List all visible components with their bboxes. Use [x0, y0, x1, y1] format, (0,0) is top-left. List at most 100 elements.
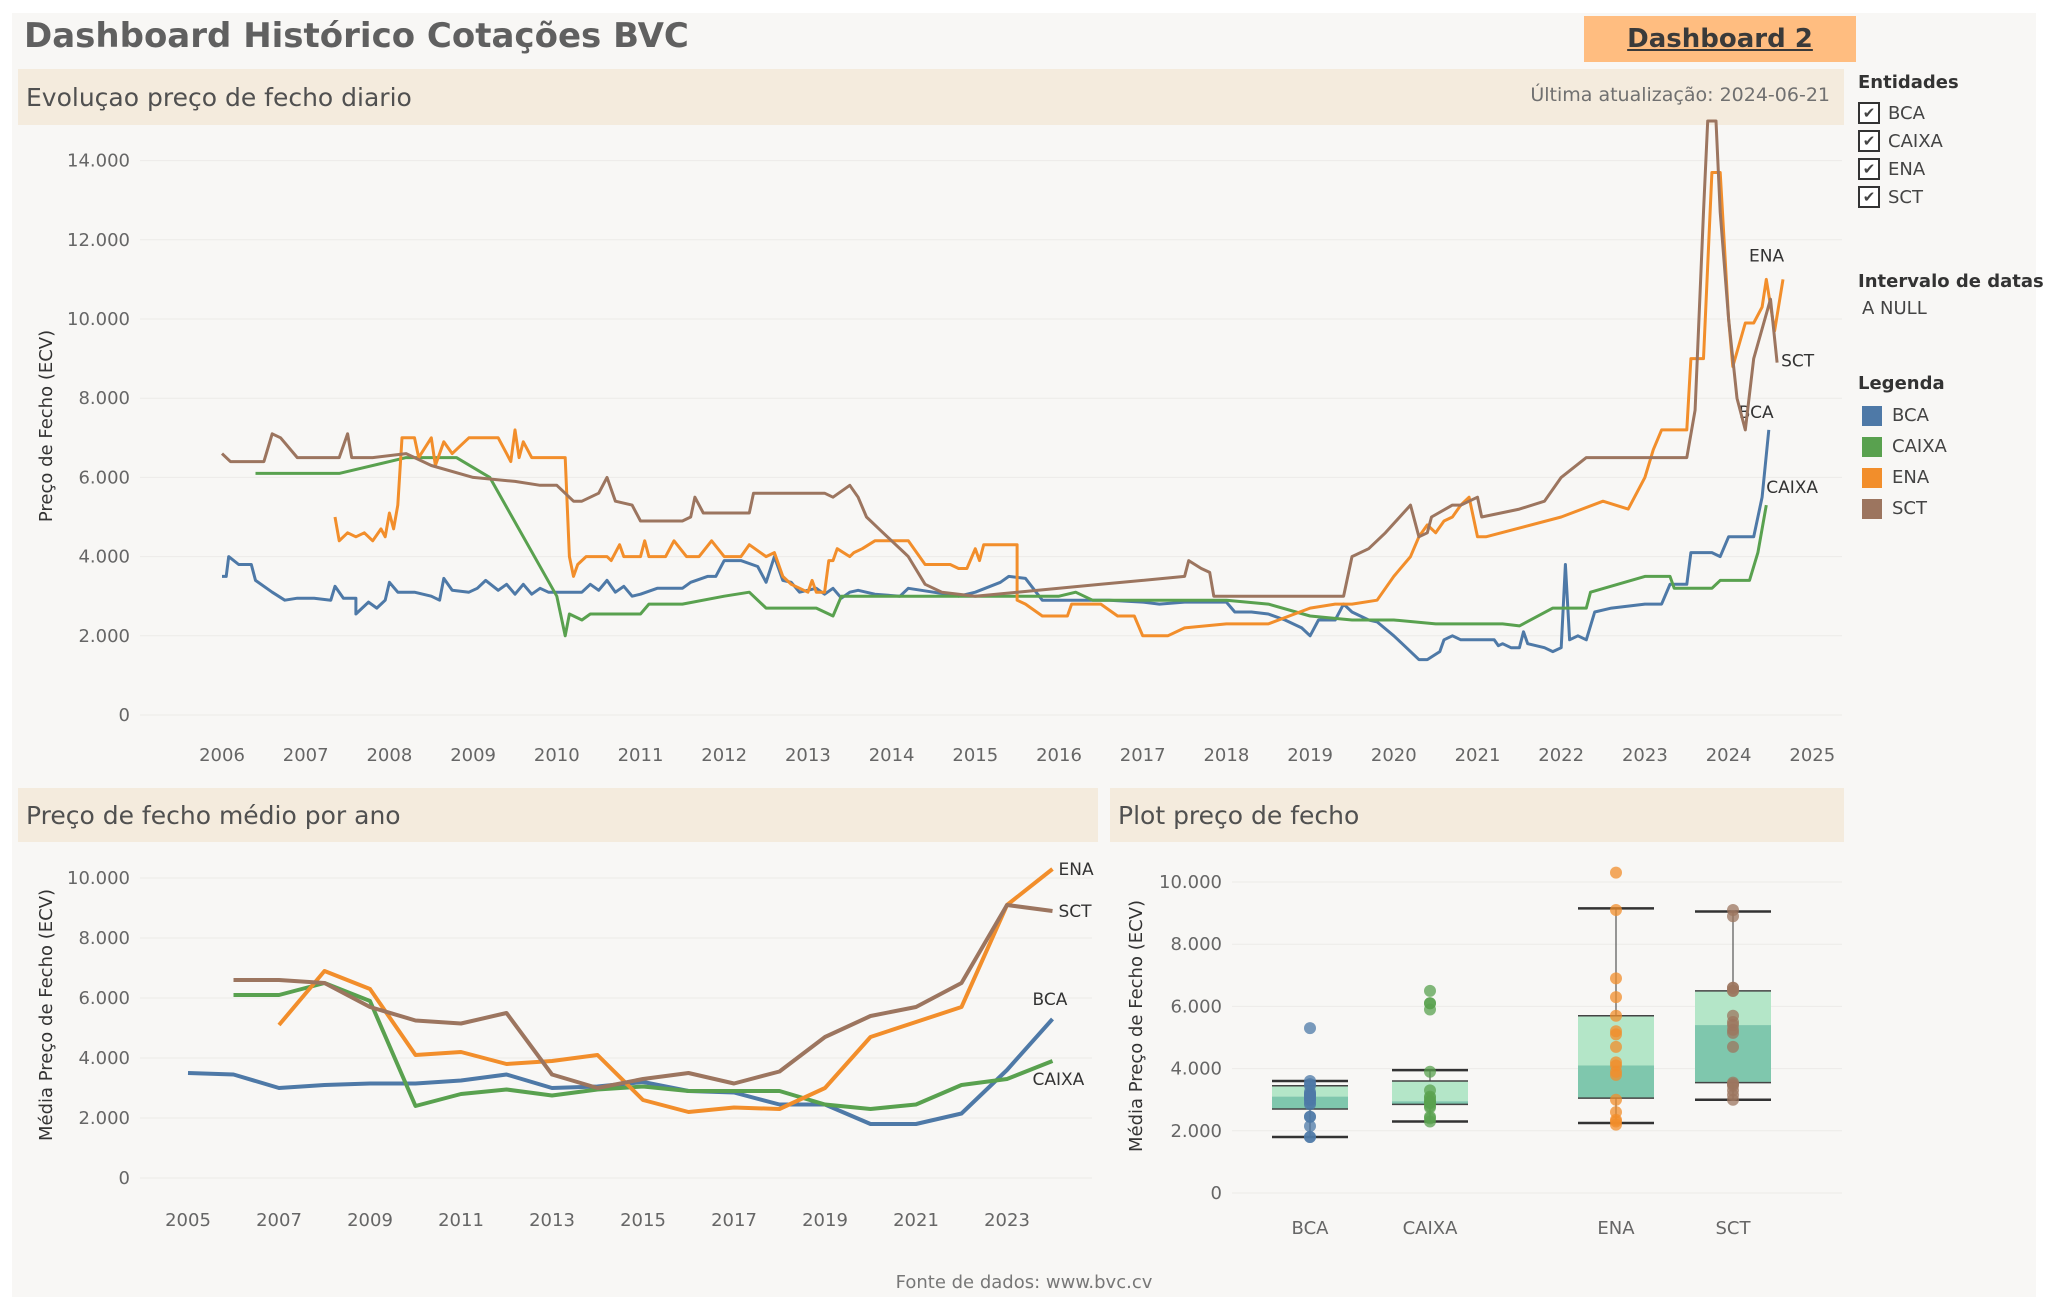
x-tick-label: 2007	[283, 745, 329, 766]
end-label-caixa: CAIXA	[1766, 478, 1818, 498]
x-tick-label: 2011	[438, 1210, 484, 1231]
x-tick-label: 2012	[701, 745, 747, 766]
dashboard-title: Dashboard Histórico Cotações BVC	[24, 16, 689, 56]
yearly-chart-header: Preço de fecho médio por ano	[18, 788, 1098, 842]
legend-swatch	[1862, 405, 1882, 426]
entity-filter-bca[interactable]: ✔ BCA	[1858, 99, 2038, 127]
y-tick-label: 10.000	[67, 309, 130, 330]
x-tick-label: 2017	[711, 1210, 757, 1231]
checkbox-checked-icon[interactable]: ✔	[1858, 158, 1880, 180]
x-tick-label: 2021	[1455, 745, 1501, 766]
y-tick-label: 4.000	[78, 547, 130, 568]
end-label-caixa: CAIXA	[1033, 1070, 1085, 1090]
data-point	[1727, 981, 1739, 994]
legend-swatch	[1862, 436, 1882, 457]
data-point	[1610, 1093, 1622, 1106]
x-tick-label: 2015	[952, 745, 998, 766]
data-point	[1424, 1084, 1436, 1097]
data-point	[1610, 1009, 1622, 1022]
yearly-chart-title: Preço de fecho médio por ano	[26, 800, 401, 830]
legenda-title: Legenda	[1858, 373, 1945, 394]
end-label-ena: ENA	[1059, 860, 1094, 880]
x-tick-label: 2006	[199, 745, 245, 766]
x-tick-label: 2023	[1622, 745, 1668, 766]
series-line-sct	[233, 903, 1053, 1090]
x-tick-label: 2010	[534, 745, 580, 766]
data-point	[1304, 1110, 1316, 1123]
entity-filter-ena[interactable]: ✔ ENA	[1858, 155, 2038, 183]
y-tick-label: 8.000	[78, 928, 130, 949]
x-tick-label: 2009	[347, 1210, 393, 1231]
end-label-ena: ENA	[1749, 246, 1784, 266]
end-label-sct: SCT	[1781, 352, 1815, 372]
y-tick-label: 12.000	[67, 230, 130, 251]
dashboard-2-button[interactable]: Dashboard 2	[1584, 16, 1856, 62]
x-tick-label: 2016	[1036, 745, 1082, 766]
data-point	[1304, 1075, 1316, 1088]
series-line-caixa	[255, 456, 1768, 638]
y-tick-label: 6.000	[1170, 996, 1222, 1017]
y-tick-label: 2.000	[78, 626, 130, 647]
x-tick-label: 2020	[1371, 745, 1417, 766]
y-tick-label: 8.000	[1170, 934, 1222, 955]
legend-label: SCT	[1892, 498, 1927, 519]
checkbox-checked-icon[interactable]: ✔	[1858, 130, 1880, 152]
x-tick-label: ENA	[1597, 1218, 1635, 1239]
entity-filter-caixa[interactable]: ✔ CAIXA	[1858, 127, 2038, 155]
x-tick-label: 2008	[366, 745, 412, 766]
x-tick-label: 2009	[450, 745, 496, 766]
y-tick-label: 14.000	[67, 151, 130, 172]
legend-label: ENA	[1892, 467, 1930, 488]
x-tick-label: 2024	[1706, 745, 1752, 766]
series-line-caixa	[233, 981, 1054, 1111]
x-tick-label: CAIXA	[1403, 1218, 1459, 1239]
daily-chart-title: Evoluçao preço de fecho diario	[26, 82, 412, 112]
entity-filter-sct[interactable]: ✔ SCT	[1858, 183, 2038, 211]
intervalo-title: Intervalo de datas	[1858, 271, 2044, 292]
y-axis-title: Média Preço de Fecho (ECV)	[1126, 900, 1147, 1152]
data-point	[1304, 1131, 1316, 1144]
y-tick-label: 10.000	[1159, 872, 1222, 893]
series-line-ena	[277, 867, 1054, 1114]
legend-label: BCA	[1892, 405, 1929, 426]
last-update-label: Última atualização: 2024-06-21	[1530, 84, 1830, 106]
legend-item-sct[interactable]: SCT	[1858, 493, 2038, 524]
x-tick-label: 2017	[1120, 745, 1166, 766]
data-point	[1610, 1106, 1622, 1119]
x-tick-label: 2021	[893, 1210, 939, 1231]
entidades-title: Entidades	[1858, 72, 1959, 93]
checkbox-checked-icon[interactable]: ✔	[1858, 102, 1880, 124]
y-tick-label: 2.000	[78, 1108, 130, 1129]
series-line-sct	[220, 119, 1779, 598]
legend-item-caixa[interactable]: CAIXA	[1858, 431, 2038, 462]
y-axis-title: Média Preço de Fecho (ECV)	[36, 889, 57, 1141]
y-tick-label: 2.000	[1170, 1121, 1222, 1142]
y-axis-title: Preço de Fecho (ECV)	[36, 330, 57, 522]
y-tick-label: 10.000	[67, 868, 130, 889]
entity-label: BCA	[1888, 102, 1925, 124]
data-point	[1610, 1040, 1622, 1053]
x-tick-label: 2015	[620, 1210, 666, 1231]
legend-swatch	[1862, 498, 1882, 519]
data-point	[1727, 1076, 1739, 1089]
boxplot-header: Plot preço de fecho	[1110, 788, 1844, 842]
data-point	[1727, 1040, 1739, 1053]
data-point	[1304, 1120, 1316, 1133]
x-tick-label: SCT	[1716, 1218, 1752, 1239]
data-point	[1727, 1009, 1739, 1022]
x-tick-label: BCA	[1292, 1218, 1330, 1239]
intervalo-value[interactable]: A NULL	[1862, 298, 1927, 319]
checkbox-checked-icon[interactable]: ✔	[1858, 186, 1880, 208]
legend-swatch	[1862, 467, 1882, 488]
y-tick-label: 6.000	[78, 467, 130, 488]
data-point	[1424, 997, 1436, 1010]
y-tick-label: 4.000	[1170, 1059, 1222, 1080]
legend-item-bca[interactable]: BCA	[1858, 400, 2038, 431]
data-point	[1424, 1065, 1436, 1078]
legend-item-ena[interactable]: ENA	[1858, 462, 2038, 493]
x-tick-label: 2023	[984, 1210, 1030, 1231]
data-point	[1610, 866, 1622, 879]
data-point	[1610, 991, 1622, 1004]
